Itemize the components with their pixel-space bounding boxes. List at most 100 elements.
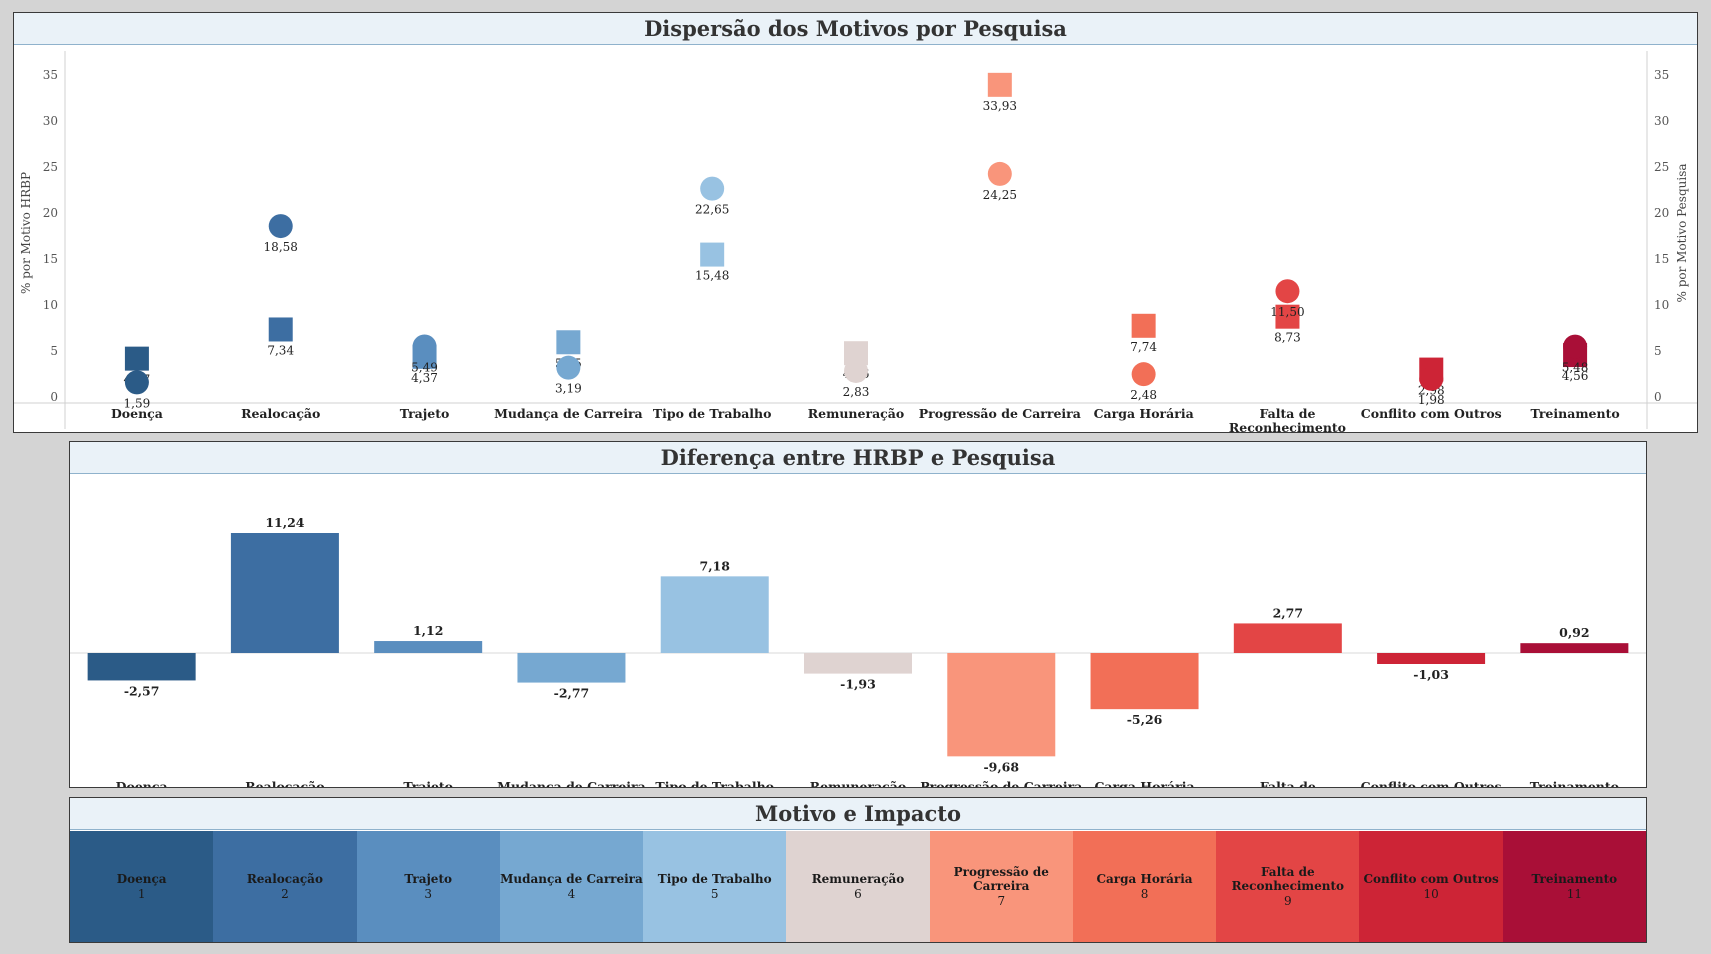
heatmap-cell-label: Carga Horária xyxy=(1096,872,1193,886)
scatter-square-label: 8,73 xyxy=(1274,331,1301,345)
scatter-circle-point xyxy=(987,161,1012,186)
heatmap-cell-value: 7 xyxy=(997,894,1006,908)
heatmap-panel: Motivo e Impacto Doença 1 Realocação 2 Traje… xyxy=(69,797,1647,943)
scatter-circle-point xyxy=(1275,279,1300,304)
x-tick-label: Doença xyxy=(111,406,163,421)
scatter-circle-label: 3,19 xyxy=(555,382,582,396)
y-tick-label-right: 5 xyxy=(1654,344,1662,358)
scatter-circle-label: 5,48 xyxy=(1562,361,1589,375)
heatmap-cell-label: Realocação xyxy=(246,872,323,886)
scatter-square-label: 15,48 xyxy=(695,269,729,283)
y-tick-label-right: 35 xyxy=(1654,68,1669,82)
heatmap-row: Doença 1 Realocação 2 Trajeto 3 Mudança de Car… xyxy=(70,831,1646,942)
x-tick-label: Treinamento xyxy=(1530,406,1619,421)
scatter-circle-label: 22,65 xyxy=(695,203,729,217)
bar xyxy=(1090,653,1199,710)
scatter-circle-point xyxy=(1419,366,1444,391)
scatter-circle-label: 11,50 xyxy=(1270,305,1304,319)
heatmap-cell-label: Conflito com Outros xyxy=(1363,872,1499,886)
bar xyxy=(87,653,196,681)
x-tick-label: Trajeto xyxy=(400,406,450,421)
bar xyxy=(660,576,769,653)
scatter-circle-point xyxy=(556,355,581,380)
y-axis-label-left: % por Motivo HRBP xyxy=(19,172,33,294)
y-tick-label-right: 25 xyxy=(1654,160,1669,174)
bar-value-label: -9,68 xyxy=(983,759,1019,774)
y-axis-label-right: % por Motivo Pesquisa xyxy=(1675,163,1689,302)
scatter-circle-point xyxy=(700,176,725,201)
y-tick-label-left: 20 xyxy=(43,206,58,220)
scatter-square-point xyxy=(1131,313,1156,338)
bar-panel: Diferença entre HRBP e Pesquisa -2,57 Doe… xyxy=(69,441,1647,788)
x-tick-label: Progressão de Carreira xyxy=(920,779,1082,787)
heatmap-cell: Carga Horária 8 xyxy=(1072,831,1217,942)
scatter-circle-label: 2,83 xyxy=(843,385,870,399)
bar xyxy=(230,533,339,653)
bar-value-label: 7,18 xyxy=(700,558,731,573)
heatmap-cell-label: Tipo de Trabalho xyxy=(657,872,772,886)
scatter-circle-point xyxy=(124,370,149,395)
x-tick-label: Carga Horária xyxy=(1094,779,1194,787)
bar xyxy=(1233,623,1342,653)
scatter-square-label: 7,34 xyxy=(267,343,294,357)
scatter-circle-label: 1,59 xyxy=(124,396,151,410)
y-tick-label-right: 30 xyxy=(1654,114,1669,128)
heatmap-cell-value: 9 xyxy=(1283,894,1292,908)
scatter-circle-point xyxy=(268,214,293,239)
scatter-square-point xyxy=(987,72,1012,97)
scatter-circle-label: 2,48 xyxy=(1130,388,1157,402)
heatmap-cell-value: 8 xyxy=(1140,887,1149,901)
x-tick-label: Treinamento xyxy=(1530,779,1619,787)
scatter-circle-point xyxy=(1563,334,1588,359)
y-tick-label-left: 15 xyxy=(43,252,58,266)
heatmap-cell-value: 6 xyxy=(854,887,862,901)
bar-value-label: 2,77 xyxy=(1273,605,1303,620)
x-tick-label: Carga Horária xyxy=(1094,406,1194,421)
scatter-circle-label: 18,58 xyxy=(264,240,298,254)
scatter-square-label: 7,74 xyxy=(1130,340,1157,354)
x-tick-label: Trajeto xyxy=(403,779,453,787)
heatmap-cell-label: Trajeto xyxy=(404,872,452,886)
y-tick-label-right: 15 xyxy=(1654,252,1669,266)
heatmap-cell-value: 2 xyxy=(281,887,289,901)
scatter-square-point xyxy=(124,346,149,371)
heatmap-cell-label: Doença xyxy=(116,872,167,886)
bar xyxy=(517,653,626,683)
scatter-square-point xyxy=(268,317,293,342)
bar-value-label: -1,93 xyxy=(840,677,876,692)
x-tick-label: Mudança de Carreira xyxy=(497,779,646,787)
heatmap-cell: Progressão de Carreira 7 xyxy=(929,831,1073,942)
y-tick-label-left: 10 xyxy=(43,298,58,312)
x-tick-label: Conflito com Outros xyxy=(1361,779,1502,787)
bar xyxy=(804,653,912,674)
heatmap-cell: Mudança de Carreira 4 xyxy=(499,831,644,942)
bar-title: Diferença entre HRBP e Pesquisa xyxy=(70,442,1646,474)
bar-chart: -2,57 Doença 11,24 Realocação 1,12 Trajeto -2,… xyxy=(70,515,1646,787)
scatter-square-label: 4,56 xyxy=(1562,369,1589,383)
heatmap-cell: Conflito com Outros 10 xyxy=(1359,831,1503,942)
heatmap-cell-label: Falta de Reconhecimento xyxy=(1231,865,1345,893)
scatter-square-point xyxy=(1275,304,1300,329)
y-tick-label-left: 35 xyxy=(43,68,58,82)
heatmap-cell-label: Mudança de Carreira xyxy=(500,872,643,886)
heatmap-cell: Treinamento 11 xyxy=(1502,831,1646,942)
heatmap-cell-value: 5 xyxy=(710,887,719,901)
scatter-circle-label: 5,49 xyxy=(411,360,438,374)
scatter-chart: % por Motivo HRBP % por Motivo Pesquisa … xyxy=(14,51,1697,432)
bar-value-label: -1,03 xyxy=(1413,667,1449,682)
x-tick-label: Mudança de Carreira xyxy=(494,406,643,421)
y-tick-label-left: 30 xyxy=(43,114,58,128)
scatter-square-label: 33,93 xyxy=(983,99,1017,113)
heatmap-cell-label: Remuneração xyxy=(811,872,905,886)
heatmap-cell-value: 11 xyxy=(1566,887,1582,901)
scatter-circle-label: 1,98 xyxy=(1418,393,1445,407)
y-tick-label-left: 5 xyxy=(50,344,58,358)
x-tick-label: Conflito com Outros xyxy=(1361,406,1502,421)
heatmap-cell: Trajeto 3 xyxy=(356,831,500,942)
y-tick-label-right: 10 xyxy=(1654,298,1669,312)
bar xyxy=(1520,643,1629,653)
x-tick-label: Progressão de Carreira xyxy=(919,406,1081,421)
heatmap-cell: Falta de Reconhecimento 9 xyxy=(1216,831,1360,942)
